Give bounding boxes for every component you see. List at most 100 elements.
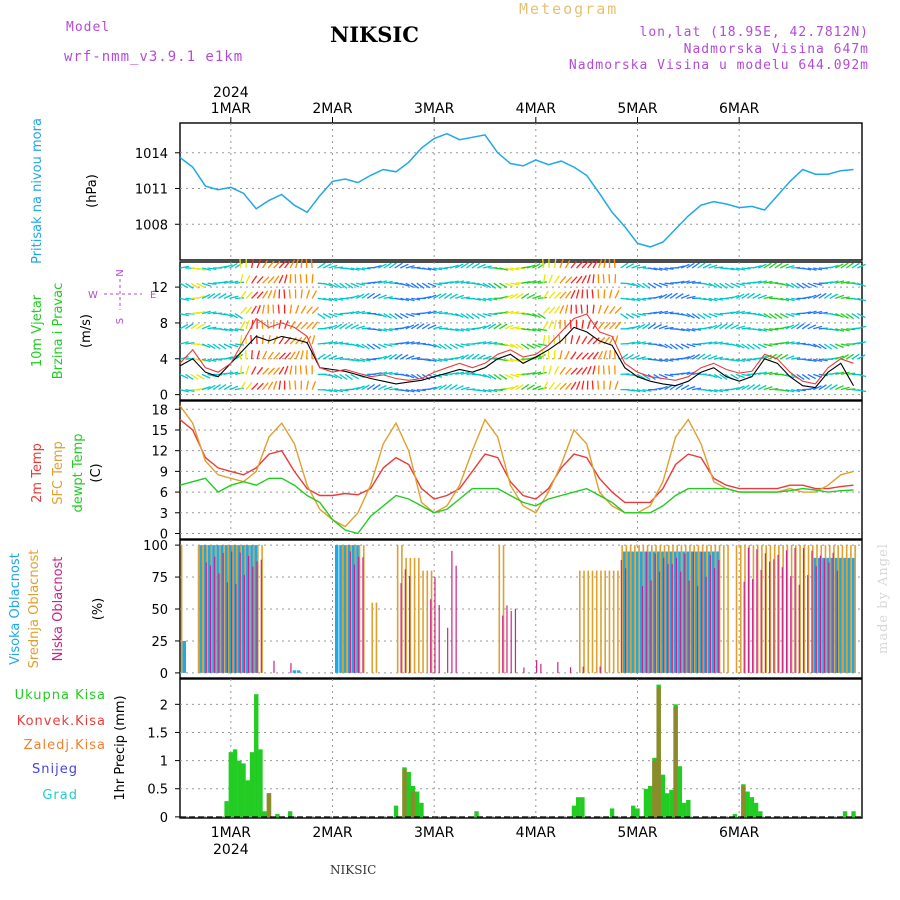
x-tick-top-3MAR: 3MAR: [414, 101, 455, 117]
wind-arrow: [256, 382, 264, 391]
wind-arrow: [763, 296, 773, 300]
wind-arrow: [460, 280, 470, 284]
wind-arrow: [736, 282, 746, 287]
wind-arrow: [350, 358, 360, 362]
wind-arrow: [438, 292, 447, 299]
wind-arrow: [631, 282, 641, 288]
wind-arrow: [829, 312, 839, 317]
wind-arrow: [477, 263, 486, 269]
wind-arrow: [719, 282, 728, 289]
wind-arrow: [383, 343, 393, 347]
wind-arrow: [388, 313, 398, 320]
wind-arrow: [323, 297, 333, 302]
wind-arrow: [537, 353, 546, 360]
wind-arrow: [845, 262, 855, 269]
wind-arrow: [829, 328, 839, 332]
wind-arrow: [212, 292, 221, 299]
wind-arrow: [240, 381, 246, 390]
y-tick-precip: 1.5: [147, 726, 168, 741]
wind-arrow: [399, 313, 409, 319]
precip-total-bar: [419, 802, 424, 817]
wind-arrow: [190, 323, 199, 330]
wind-arrow: [570, 381, 577, 390]
wind-arrow: [190, 267, 201, 271]
wind-arrow: [653, 295, 663, 300]
wind-arrow: [769, 387, 779, 391]
wind-arrow: [455, 385, 464, 391]
wind-arrow: [416, 282, 425, 289]
wind-arrow: [212, 358, 223, 361]
wind-arrow: [179, 373, 189, 379]
wind-arrow: [223, 312, 233, 318]
wind-arrow: [758, 280, 768, 284]
wind-arrow: [576, 352, 583, 360]
pressure-ylabel: Pritisak na nivou mora: [30, 118, 45, 264]
wind-arrow: [592, 337, 600, 345]
wind-arrow: [741, 311, 751, 315]
wind-arrow: [521, 383, 530, 391]
y-tick-wind: 0: [160, 389, 168, 404]
wind-arrow: [564, 382, 572, 391]
wind-arrow: [466, 328, 476, 331]
wind-arrow: [532, 328, 542, 332]
wind-arrow: [835, 313, 844, 318]
wind-arrow: [196, 358, 206, 362]
precip-legend-3: Snijeg: [32, 762, 78, 777]
wind-arrow: [703, 326, 713, 330]
wind-arrow: [334, 341, 344, 345]
meteogram-label: Meteogram: [519, 0, 619, 18]
precip-total-bar: [842, 811, 848, 817]
wind-arrow: [602, 274, 605, 284]
wind-arrow: [251, 275, 258, 284]
wind-arrow: [741, 373, 751, 377]
wind-arrow: [608, 365, 611, 375]
wind-arrow: [383, 262, 392, 269]
wind-arrow: [295, 259, 299, 269]
wind-arrow: [725, 267, 735, 271]
wind-arrow: [239, 335, 243, 345]
wind-arrow: [807, 267, 817, 271]
wind-arrow: [548, 320, 553, 330]
wind-arrow: [664, 373, 674, 377]
wind-arrow: [758, 328, 768, 332]
precip-total-bar: [224, 801, 229, 817]
wind-arrow: [389, 328, 399, 331]
wind-arrow: [813, 325, 823, 330]
wind-arrow: [741, 327, 751, 330]
wind-arrow: [482, 297, 492, 302]
wind-arrow: [305, 365, 308, 375]
wind-arrow: [680, 343, 690, 349]
precip-total-bar: [393, 805, 399, 817]
wind-arrow: [284, 352, 292, 360]
wind-arrow: [416, 373, 425, 381]
wind-arrow: [658, 293, 668, 299]
wind-arrow: [477, 388, 487, 393]
wind-arrow: [350, 373, 359, 380]
wind-arrow: [569, 319, 572, 329]
wind-arrow: [526, 280, 536, 284]
wind-arrow: [323, 388, 333, 392]
wind-arrow: [625, 263, 635, 269]
wind-arrow: [547, 350, 550, 360]
wind-arrow: [581, 289, 584, 299]
wind-arrow: [791, 341, 801, 345]
wind-arrow: [692, 343, 702, 346]
wind-arrow: [460, 343, 470, 347]
wind-arrow: [564, 290, 572, 299]
wind-arrow: [746, 292, 755, 299]
wind-arrow: [377, 313, 387, 318]
wind-arrow: [223, 371, 233, 376]
wind-arrow: [455, 328, 465, 332]
wind-arrow: [361, 327, 371, 330]
wind-arrow: [300, 350, 304, 360]
wind-arrow: [857, 313, 866, 319]
wind-arrow: [400, 388, 410, 393]
wind-arrow: [377, 343, 387, 349]
wind-arrow: [273, 380, 278, 390]
wind-arrow: [680, 263, 690, 269]
wind-arrow: [234, 328, 245, 331]
precip-total-bar: [571, 805, 577, 817]
wind-arrow: [372, 343, 381, 350]
wind-arrow: [422, 311, 432, 315]
precip-total-bar: [851, 811, 856, 817]
